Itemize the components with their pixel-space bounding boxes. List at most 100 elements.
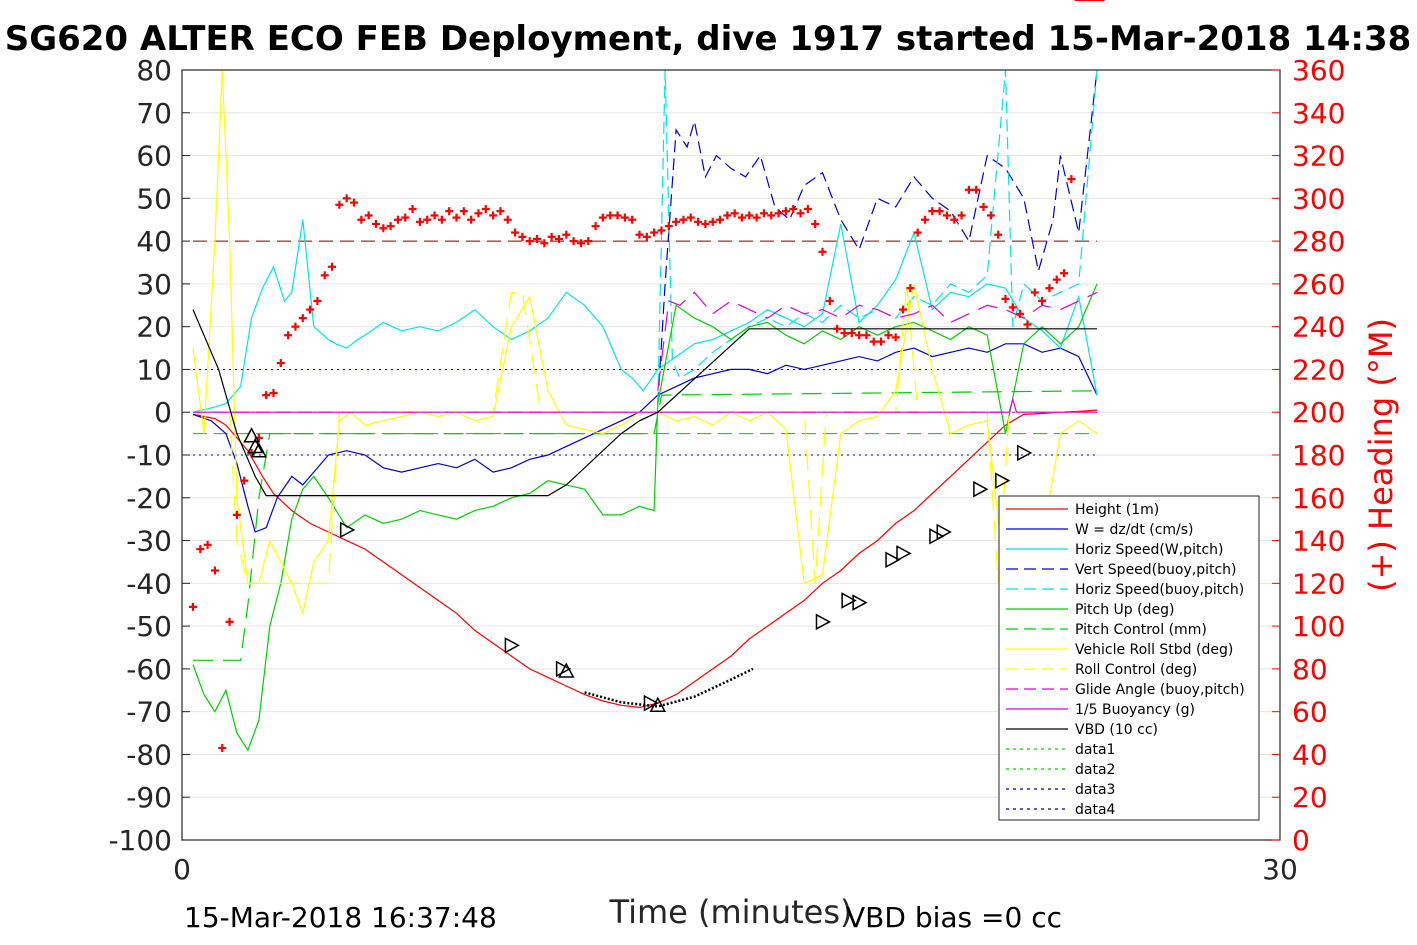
heading-point: [950, 215, 959, 224]
series-line-2: [192, 219, 1098, 413]
heading-point: [525, 237, 534, 246]
heading-point: [386, 222, 395, 231]
heading-point: [518, 232, 527, 241]
y-right-tick-label: 180: [1292, 439, 1345, 472]
legend-label: Horiz Speed(W,pitch): [1075, 542, 1223, 558]
right-triangle-marker: [339, 521, 356, 539]
heading-point: [1016, 309, 1025, 318]
heading-point: [986, 211, 995, 220]
heading-point: [459, 207, 468, 216]
series-line-4: [657, 69, 1098, 404]
reference-lines: [192, 240, 1097, 456]
heading-point: [569, 237, 578, 246]
heading-point: [891, 333, 900, 342]
heading-point: [847, 329, 856, 338]
y-tick-label: 10: [136, 353, 172, 386]
heading-point: [672, 217, 681, 226]
right-triangle-marker: [929, 528, 945, 545]
up-triangle-marker: [246, 437, 264, 454]
heading-point: [745, 211, 754, 220]
series-line-11: [192, 309, 1097, 497]
heading-point: [445, 207, 454, 216]
y-tick-label: 20: [136, 311, 172, 344]
right-triangle-marker: [1017, 444, 1033, 462]
heading-point: [935, 207, 944, 216]
series-line-1: [192, 343, 1098, 533]
heading-point: [511, 228, 520, 237]
heading-point: [664, 222, 673, 231]
right-triangle-marker: [995, 472, 1011, 489]
heading-point: [430, 211, 439, 220]
legend-label: Pitch Up (deg): [1075, 602, 1174, 618]
y-tick-label: -50: [126, 610, 172, 643]
y-right-tick-label: 240: [1292, 311, 1345, 344]
footer-timestamp: 15-Mar-2018 16:37:48: [184, 901, 497, 934]
heading-point: [679, 215, 688, 224]
heading-point: [942, 211, 951, 220]
series-line-0: [192, 409, 1098, 709]
heading-point: [276, 359, 285, 368]
heading-point: [1023, 320, 1032, 329]
heading-point: [686, 213, 695, 222]
heading-point: [540, 239, 549, 248]
heading-point: [371, 220, 380, 228]
y-tick-label: 0: [154, 396, 172, 429]
heading-point: [562, 230, 571, 239]
heading-point: [862, 331, 871, 340]
heading-point: [313, 297, 322, 305]
heading-point: [957, 211, 966, 220]
heading-point: [401, 213, 410, 222]
heading-point: [342, 194, 351, 203]
heading-points: [188, 0, 1105, 753]
legend-item: W = dz/dt (cm/s): [1006, 522, 1194, 538]
right-triangle-marker: [815, 613, 832, 631]
heading-point: [833, 324, 842, 333]
heading-point: [1060, 269, 1069, 278]
legend-label: Roll Control (deg): [1075, 662, 1197, 678]
y-right-tick-label: 60: [1292, 696, 1328, 729]
data-overlay-dotted: [584, 667, 754, 708]
y-axis-left: 80 70 60 50 40 30 20 10 0 -10 -20 -30 -40 -50 -60 -70 -8…: [108, 54, 190, 857]
heading-point: [452, 213, 461, 222]
y-right-tick-label: 20: [1292, 781, 1328, 814]
series-line-10: [193, 397, 1097, 413]
heading-point: [877, 337, 886, 346]
right-triangle-marker: [841, 592, 857, 609]
heading-point: [1008, 303, 1017, 312]
y-right-tick-label: 320: [1292, 140, 1345, 173]
heading-point: [884, 331, 893, 340]
heading-point: [393, 215, 402, 224]
legend-label: data2: [1075, 762, 1115, 778]
right-triangle-marker: [504, 637, 520, 654]
heading-point: [489, 211, 498, 220]
legend-label: Glide Angle (buoy,pitch): [1075, 682, 1245, 698]
heading-point: [803, 205, 812, 214]
right-triangle-marker: [885, 551, 901, 569]
y-axis-right-label: (+) Heading (°M): [1362, 318, 1400, 592]
heading-point: [979, 202, 988, 211]
x-tick-label: 30: [1262, 853, 1298, 886]
y-tick-label: 50: [136, 182, 172, 215]
heading-point: [218, 744, 227, 753]
legend-item: Glide Angle (buoy,pitch): [1006, 682, 1245, 698]
right-triangle-marker: [643, 694, 660, 712]
y-tick-label: 40: [136, 225, 172, 258]
legend-label: 1/5 Buoyancy (g): [1075, 702, 1195, 718]
y-tick-label: -90: [126, 781, 172, 814]
y-right-tick-label: 0: [1292, 824, 1310, 857]
y-tick-label: -60: [126, 653, 172, 686]
dive-markers: [243, 427, 1033, 712]
heading-point: [1045, 284, 1054, 293]
heading-point: [994, 230, 1003, 239]
y-right-tick-label: 80: [1292, 653, 1328, 686]
y-tick-label: 70: [136, 97, 172, 130]
right-triangle-marker: [896, 545, 912, 562]
y-right-tick-label: 280: [1292, 225, 1345, 258]
series-line-7: [192, 69, 1098, 616]
heading-point: [737, 213, 746, 222]
right-triangle-marker: [936, 523, 952, 541]
x-axis-label: Time (minutes): [609, 893, 853, 931]
heading-point: [320, 271, 329, 280]
heading-point: [928, 207, 937, 216]
